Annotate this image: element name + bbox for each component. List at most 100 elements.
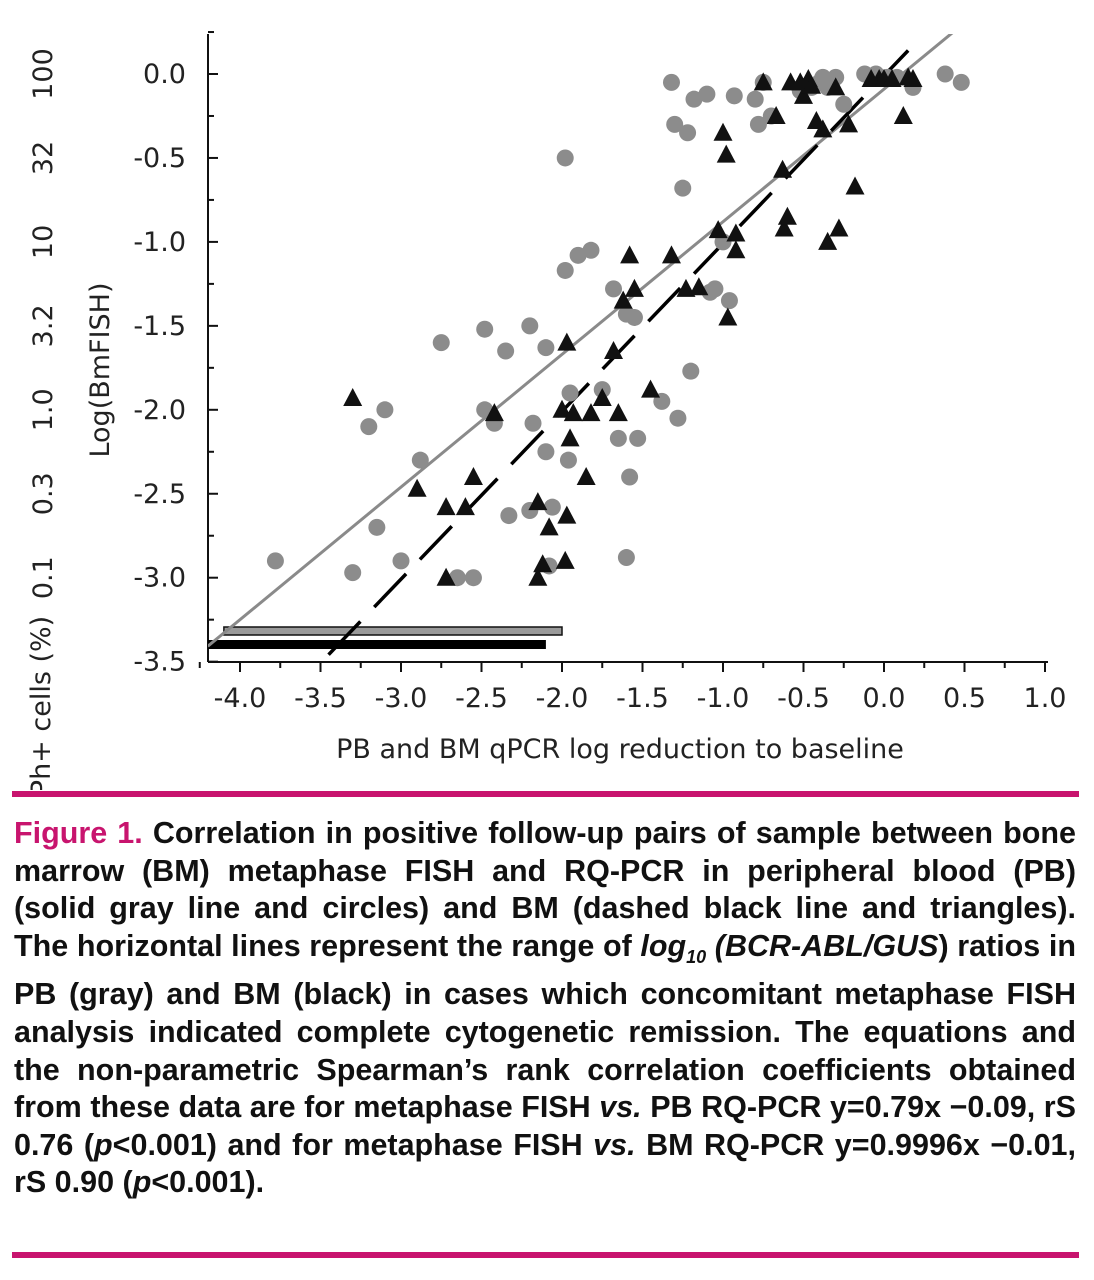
y-tick-label: -1.0 <box>133 227 186 258</box>
bm-point <box>726 223 746 242</box>
x-tick-label: -2.5 <box>455 683 508 714</box>
y-tick-label: 0.0 <box>143 59 186 90</box>
pb-point <box>582 241 600 259</box>
y-axis-title: Log(BmFISH) <box>85 282 116 457</box>
y-tick-label: -0.5 <box>133 143 186 174</box>
secondary-y-tick-label: 3.2 <box>28 304 59 347</box>
bm-point <box>557 505 577 524</box>
x-tick-label: -1.0 <box>697 683 750 714</box>
secondary-y-tick-label: 0.3 <box>28 472 59 515</box>
caption-text-3: PB RQ-PCR y=0.79x −0.09, rS 0.76 ( <box>14 1090 1076 1162</box>
pb-point <box>605 280 623 298</box>
bm-point <box>713 122 733 141</box>
axes <box>198 31 1048 672</box>
pb-point <box>952 73 970 91</box>
bm-point <box>343 388 363 407</box>
pb-point <box>559 451 577 469</box>
bm-point <box>576 466 596 485</box>
pb-point <box>749 115 767 133</box>
caption-log: log <box>640 928 687 963</box>
pb-point <box>543 498 561 516</box>
range-bars <box>207 626 563 649</box>
tick-labels: 0.0 -0.5 -1.0 -1.5 -2.0 -2.5 -3.0 -3.5 100 32 10 3.… <box>28 48 1066 714</box>
secondary-y-tick-label: 1.0 <box>28 388 59 431</box>
scatter-chart: 0.0 -0.5 -1.0 -1.5 -2.0 -2.5 -3.0 -3.5 100 32 10 3.… <box>26 31 1066 790</box>
pb-point <box>537 339 555 357</box>
pb-point <box>524 414 542 432</box>
bm-point <box>613 290 633 309</box>
bm-point <box>766 105 786 124</box>
bm-point <box>813 119 833 138</box>
caption-top-rule <box>12 791 1079 797</box>
bm-point <box>753 72 773 91</box>
bm-point <box>718 307 738 326</box>
pb-point <box>521 317 539 335</box>
bm-point <box>818 231 838 250</box>
bm-point <box>882 69 902 88</box>
bm-point <box>552 399 572 418</box>
bm-point <box>563 403 583 422</box>
x-tick-label: -3.5 <box>294 683 347 714</box>
y-tick-label: -3.0 <box>133 563 186 594</box>
pb-point <box>674 179 692 197</box>
pb-point <box>561 384 579 402</box>
bm-point <box>557 332 577 351</box>
pb-point <box>685 90 703 108</box>
pb-point <box>835 95 853 113</box>
pb-point <box>609 429 627 447</box>
bm-point <box>436 567 456 586</box>
caption-text-4: <0.001) and for metaphase FISH <box>112 1127 583 1162</box>
secondary-y-tick-label: 100 <box>28 48 59 100</box>
bm-point <box>436 497 456 516</box>
bm-point <box>620 245 640 264</box>
pb-point <box>376 401 394 419</box>
pb-fit-line <box>208 34 954 648</box>
caption-p-1: p <box>94 1127 113 1162</box>
x-axis-title: PB and BM qPCR log reduction to baseline <box>336 734 904 765</box>
pb-point <box>266 552 284 570</box>
bm-point <box>661 245 681 264</box>
bm-point <box>581 403 601 422</box>
bm-point <box>604 341 624 360</box>
bm-point <box>624 278 644 297</box>
secondary-y-tick-label: 10 <box>28 225 59 259</box>
pb-point <box>698 85 716 103</box>
bm-point <box>893 105 913 124</box>
caption-bottom-rule <box>12 1252 1079 1258</box>
pb-point <box>497 342 515 360</box>
pb-point <box>936 65 954 83</box>
x-tick-label: 0.5 <box>943 683 986 714</box>
x-tick-label: -3.0 <box>375 683 428 714</box>
bm-point <box>794 85 813 104</box>
pb-point <box>464 569 482 587</box>
bm-point <box>903 69 923 88</box>
x-tick-label: -2.0 <box>536 683 589 714</box>
bm-point <box>528 567 548 586</box>
pb-point <box>666 115 684 133</box>
bm-point <box>608 403 628 422</box>
pb-point <box>556 261 574 279</box>
pb-point <box>569 246 587 264</box>
bm-point <box>708 220 728 239</box>
y-tick-label: -1.5 <box>133 311 186 342</box>
x-tick-label: -0.5 <box>777 683 830 714</box>
bm-point <box>829 218 849 237</box>
bm-point <box>560 428 580 447</box>
pb-point <box>500 507 518 525</box>
bm-point <box>455 497 475 516</box>
pb-point <box>621 468 639 486</box>
bm-point <box>533 554 553 573</box>
bm-point <box>676 278 696 297</box>
caption-vs-1: vs. <box>599 1090 642 1125</box>
figure-caption: Figure 1. Correlation in positive follow… <box>14 815 1076 1202</box>
bm-point <box>539 517 559 536</box>
caption-ratio-name: (BCR-ABL/GUS <box>714 928 939 963</box>
pb-range-bar <box>223 626 563 636</box>
pb-point <box>360 418 378 436</box>
caption-text-2: ) ratios in PB (gray) and BM (black) in … <box>14 928 1076 1125</box>
bm-point <box>641 379 661 398</box>
bm-point <box>839 114 859 133</box>
bm-point <box>774 218 794 237</box>
pb-point <box>537 443 555 461</box>
bm-point <box>689 277 709 296</box>
